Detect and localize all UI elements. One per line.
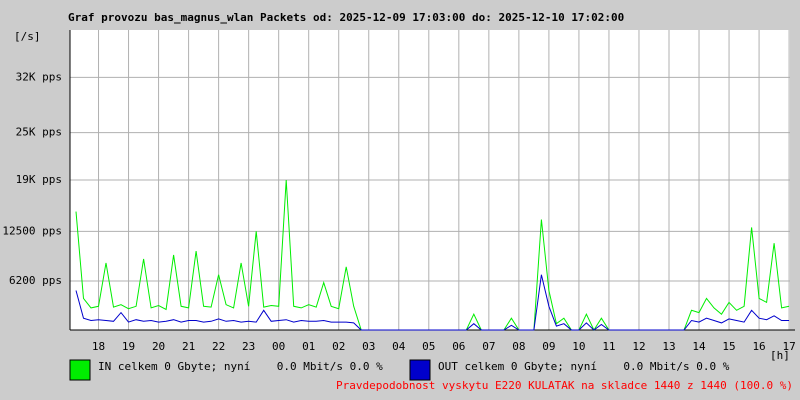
x-tick-label: 10	[572, 340, 585, 353]
x-tick-label: 14	[692, 340, 706, 353]
x-tick-label: 13	[662, 340, 675, 353]
series-line	[75, 274, 790, 331]
y-axis-label: [/s]	[14, 30, 41, 43]
x-tick-label: 00	[272, 340, 285, 353]
x-tick-label: 11	[602, 340, 615, 353]
x-tick-label: 08	[512, 340, 525, 353]
x-tick-label: 07	[482, 340, 495, 353]
x-tick-label: 17	[782, 340, 795, 353]
x-tick-label: 16	[752, 340, 765, 353]
x-axis-label: [h]	[770, 349, 790, 362]
legend-swatch	[69, 359, 91, 381]
legend-label: OUT celkem 0 Gbyte; nyní 0.0 Mbit/s 0.0 …	[438, 360, 730, 373]
x-tick-label: 21	[182, 340, 195, 353]
x-tick-label: 22	[212, 340, 225, 353]
legend-label: IN celkem 0 Gbyte; nyní 0.0 Mbit/s 0.0 %	[98, 360, 383, 373]
x-tick-label: 03	[362, 340, 375, 353]
x-tick-label: 12	[632, 340, 645, 353]
y-tick-label: 6200 pps	[9, 274, 62, 287]
x-tick-label: 23	[242, 340, 255, 353]
y-tick-label: 32K pps	[16, 70, 62, 83]
footer-note: Pravdepodobnost vyskytu E220 KULATAK na …	[336, 379, 793, 392]
x-tick-label: 05	[422, 340, 435, 353]
y-tick-label: 25K pps	[16, 126, 62, 139]
y-tick-label: 12500 pps	[2, 224, 62, 237]
x-tick-label: 02	[332, 340, 345, 353]
x-tick-label: 20	[152, 340, 165, 353]
chart-title: Graf provozu bas_magnus_wlan Packets od:…	[68, 11, 624, 24]
x-tick-label: 06	[452, 340, 465, 353]
x-tick-label: 01	[302, 340, 315, 353]
y-tick-label: 19K pps	[16, 173, 62, 186]
x-tick-label: 04	[392, 340, 406, 353]
x-tick-label: 09	[542, 340, 555, 353]
legend-swatch	[409, 359, 431, 381]
x-tick-label: 19	[122, 340, 135, 353]
x-tick-label: 18	[92, 340, 105, 353]
x-tick-label: 15	[722, 340, 735, 353]
